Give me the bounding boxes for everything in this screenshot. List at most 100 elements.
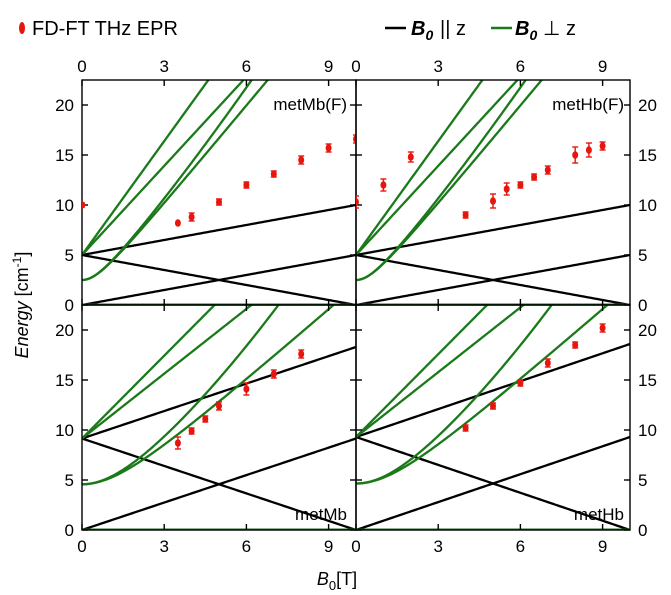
perp-curve-upper-a <box>82 80 254 282</box>
x-tick-label-bottom: 9 <box>598 537 607 556</box>
x-tick-label-top: 0 <box>77 57 86 76</box>
panel-bottom-right: 0 3 6 9 0 5 10 15 20 metHb <box>351 304 657 556</box>
data-point <box>82 201 85 209</box>
ticks-bottom-right: 0 3 6 9 0 5 10 15 20 <box>351 305 657 556</box>
perp-curve-steep <box>82 305 217 440</box>
data-points-bottom-left <box>174 349 305 450</box>
parallel-line-ascending <box>82 345 356 440</box>
y-axis-label: Energy [cm-1] <box>10 252 32 359</box>
legend-parallel-text: B0 <box>411 18 433 43</box>
ticks-top-left: 0 3 6 9 0 5 10 15 20 <box>55 57 356 315</box>
x-tick-label-top: 0 <box>351 57 360 76</box>
perp-curve-mid <box>82 80 270 282</box>
ticks-bottom-left: 0 3 6 9 0 5 10 15 20 <box>55 305 356 556</box>
perp-curve-upper-a <box>356 80 528 282</box>
data-point <box>298 156 305 164</box>
y-tick-label-left: 15 <box>55 371 74 390</box>
data-point <box>174 439 181 447</box>
perp-curve-steep-2 <box>356 305 526 438</box>
data-point <box>216 198 222 206</box>
y-tick-label-right: 20 <box>638 321 657 340</box>
data-point <box>188 427 195 435</box>
perp-curve-steep-2 <box>356 80 520 256</box>
y-tick-label-left: 0 <box>65 521 74 540</box>
y-tick-label-right: 15 <box>638 146 657 165</box>
perp-curve-upper-a <box>82 305 280 486</box>
parallel-line-ascending <box>356 342 630 439</box>
plot-frame-bottom-right <box>355 304 631 531</box>
data-point <box>188 213 195 221</box>
ticks-top-right: 0 3 6 9 0 5 10 15 20 <box>351 57 657 315</box>
data-point <box>298 350 305 358</box>
data-point <box>599 324 606 332</box>
perp-curve-steep-2 <box>82 305 254 440</box>
data-point <box>243 181 250 189</box>
data-point <box>270 170 277 178</box>
data-point <box>325 144 332 152</box>
y-tick-label-right: 5 <box>638 471 647 490</box>
parallel-line-descending <box>82 253 356 305</box>
legend: FD-FT THz EPR B0 || z B0 ⊥ z <box>19 18 576 43</box>
data-point <box>517 379 524 387</box>
data-point <box>270 370 277 378</box>
panel-annotation: metHb <box>574 505 624 524</box>
data-point <box>503 185 510 193</box>
perp-curve-mid <box>356 305 610 485</box>
perp-curve-upper-a <box>356 305 554 485</box>
y-tick-label-left: 0 <box>65 296 74 315</box>
data-point <box>202 415 209 423</box>
y-tick-label-left: 5 <box>65 471 74 490</box>
y-tick-label-right: 20 <box>638 96 657 115</box>
data-point <box>544 166 551 174</box>
data-point <box>174 219 181 227</box>
panel-top-right: 0 3 6 9 0 5 10 15 20 metHb(F) <box>351 57 657 315</box>
data-point <box>243 385 250 393</box>
parallel-line-ascending <box>356 203 630 257</box>
x-tick-label-top: 9 <box>598 57 607 76</box>
data-point <box>517 181 524 189</box>
data-point <box>572 341 579 349</box>
curves-top-left <box>82 80 356 305</box>
data-point <box>599 142 606 150</box>
perp-curve-mid <box>356 80 544 282</box>
y-tick-label-right: 5 <box>638 246 647 265</box>
x-tick-label-bottom: 9 <box>324 537 333 556</box>
x-tick-label-bottom: 6 <box>516 537 525 556</box>
y-tick-label-left: 20 <box>55 321 74 340</box>
data-point <box>585 146 592 154</box>
perp-curve-steep-2 <box>82 80 246 256</box>
x-tick-label-top: 6 <box>242 57 251 76</box>
x-tick-label-bottom: 6 <box>242 537 251 556</box>
data-point <box>531 173 538 181</box>
data-point <box>544 359 551 367</box>
perp-curve-steep <box>356 305 489 438</box>
data-point <box>353 135 356 143</box>
y-tick-label-right: 15 <box>638 371 657 390</box>
y-tick-label-right: 10 <box>638 196 657 215</box>
data-point <box>407 153 414 161</box>
data-point <box>356 198 359 206</box>
data-point <box>462 211 469 219</box>
parallel-line-descending <box>356 435 630 530</box>
x-tick-label-top: 9 <box>324 57 333 76</box>
panel-annotation: metHb(F) <box>552 95 624 114</box>
parallel-line-descending <box>356 253 630 305</box>
curves-bottom-right <box>356 305 630 530</box>
y-tick-label-left: 10 <box>55 421 74 440</box>
data-point <box>462 424 469 432</box>
y-tick-label-left: 10 <box>55 196 74 215</box>
x-tick-label-bottom: 0 <box>351 537 360 556</box>
data-points-top-left <box>82 134 356 227</box>
y-tick-label-right: 0 <box>638 296 647 315</box>
x-tick-label-top: 3 <box>433 57 442 76</box>
x-tick-label-top: 6 <box>516 57 525 76</box>
legend-data-label: FD-FT THz EPR <box>32 18 178 40</box>
data-point <box>380 181 387 189</box>
perp-curve-steep <box>82 80 210 256</box>
y-tick-label-left: 5 <box>65 246 74 265</box>
x-axis-label: B0[T] <box>317 569 357 590</box>
legend-data-marker <box>19 22 25 34</box>
y-tick-label-left: 15 <box>55 146 74 165</box>
